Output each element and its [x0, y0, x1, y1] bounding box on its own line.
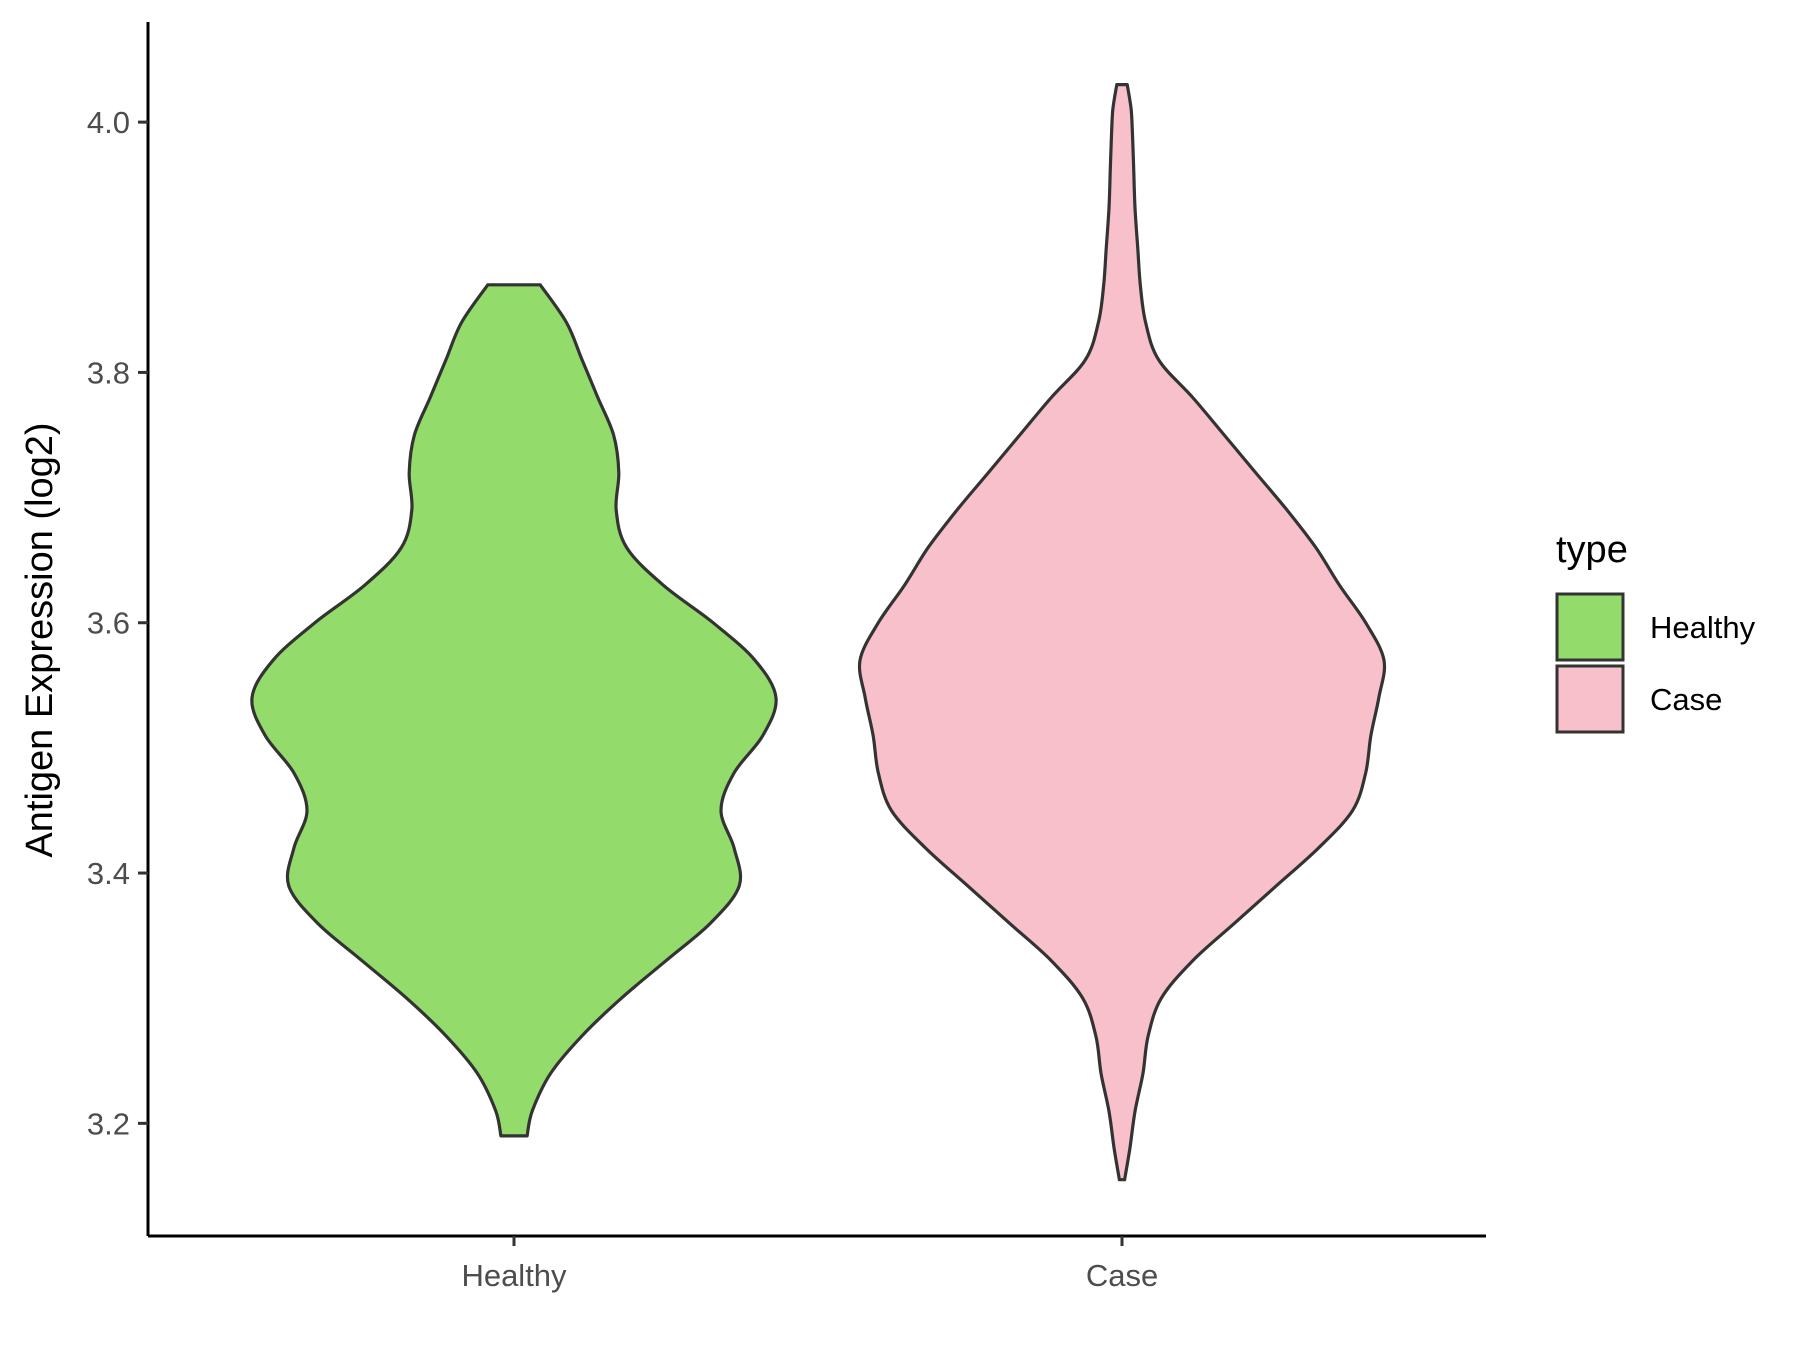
- legend-title: type: [1556, 529, 1628, 571]
- y-tick-label: 3.6: [87, 606, 130, 641]
- violin-layer: [250, 83, 1387, 1182]
- y-tick-label: 3.4: [87, 856, 130, 891]
- y-axis-title: Antigen Expression (log2): [19, 422, 61, 857]
- legend-entries: Healthy Case: [1555, 592, 1756, 734]
- y-tick-label: 3.8: [87, 355, 130, 390]
- violin-healthy: [250, 283, 778, 1138]
- x-tick-label: Case: [1086, 1258, 1158, 1293]
- legend-swatch-case: [1555, 664, 1625, 734]
- legend-swatch-healthy: [1555, 592, 1625, 662]
- violin-case: [857, 83, 1387, 1182]
- y-tick-label: 4.0: [87, 105, 130, 140]
- y-tick-label: 3.2: [87, 1106, 130, 1141]
- legend: type Healthy Case: [1555, 529, 1756, 734]
- x-ticks: Healthy Case: [461, 1236, 1158, 1293]
- legend-label: Healthy: [1650, 610, 1756, 645]
- y-ticks: 3.2 3.4 3.6 3.8 4.0: [87, 105, 148, 1141]
- legend-label: Case: [1650, 682, 1722, 717]
- x-tick-label: Healthy: [461, 1258, 567, 1293]
